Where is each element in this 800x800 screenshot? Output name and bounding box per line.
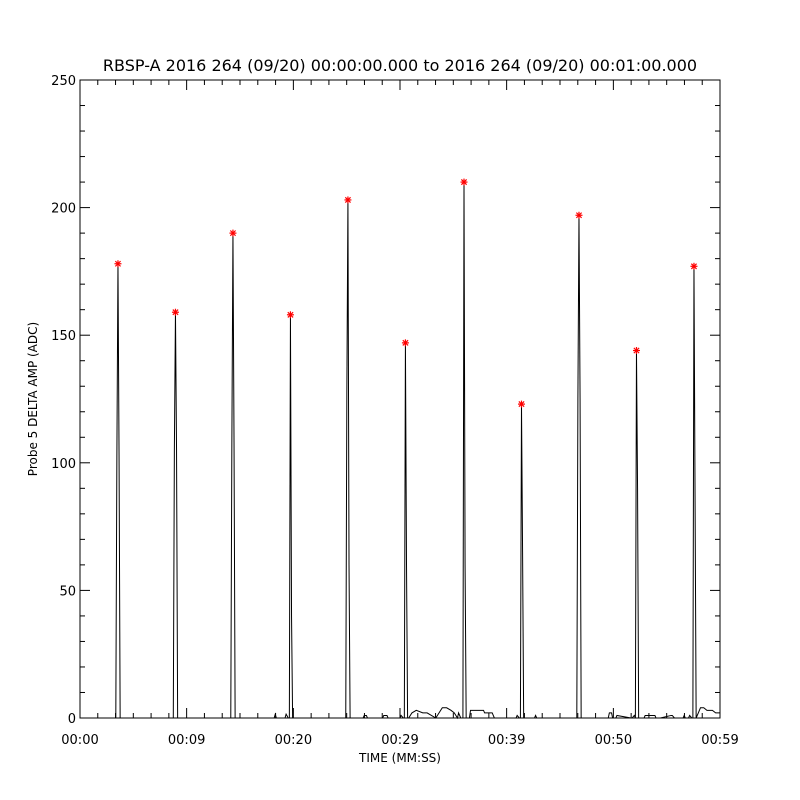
x-tick-label: 00:20 [275,733,312,748]
y-tick-label: 100 [51,457,76,472]
peak-marker [114,260,122,268]
x-tick-label: 00:39 [488,733,525,748]
y-axis: 0 50 100 150 200 250 [51,74,720,727]
peak-marker [690,262,698,270]
y-tick-label: 150 [51,329,76,344]
peak-markers [114,178,698,408]
chart-title: RBSP-A 2016 264 (09/20) 00:00:00.000 to … [103,56,697,75]
series-layer [80,182,720,720]
peak-marker [344,196,352,204]
peak-marker [632,347,640,355]
x-tick-label: 00:00 [61,733,98,748]
peak-marker [575,211,583,219]
x-tick-label: 00:59 [701,733,738,748]
y-tick-label: 200 [51,202,76,217]
peak-marker [171,308,179,316]
x-axis-label: TIME (MM:SS) [358,751,441,765]
x-tick-label: 00:50 [595,733,632,748]
peak-marker [286,311,294,319]
series-line [80,182,720,720]
peak-marker [517,400,525,408]
y-tick-label: 50 [59,584,76,599]
y-axis-label: Probe 5 DELTA AMP (ADC) [26,322,40,476]
x-tick-label: 00:09 [168,733,205,748]
peak-marker [401,339,409,347]
y-tick-label: 250 [51,74,76,89]
y-tick-label: 0 [68,712,76,727]
x-tick-label: 00:29 [381,733,418,748]
peak-marker [460,178,468,186]
peak-marker [229,229,237,237]
